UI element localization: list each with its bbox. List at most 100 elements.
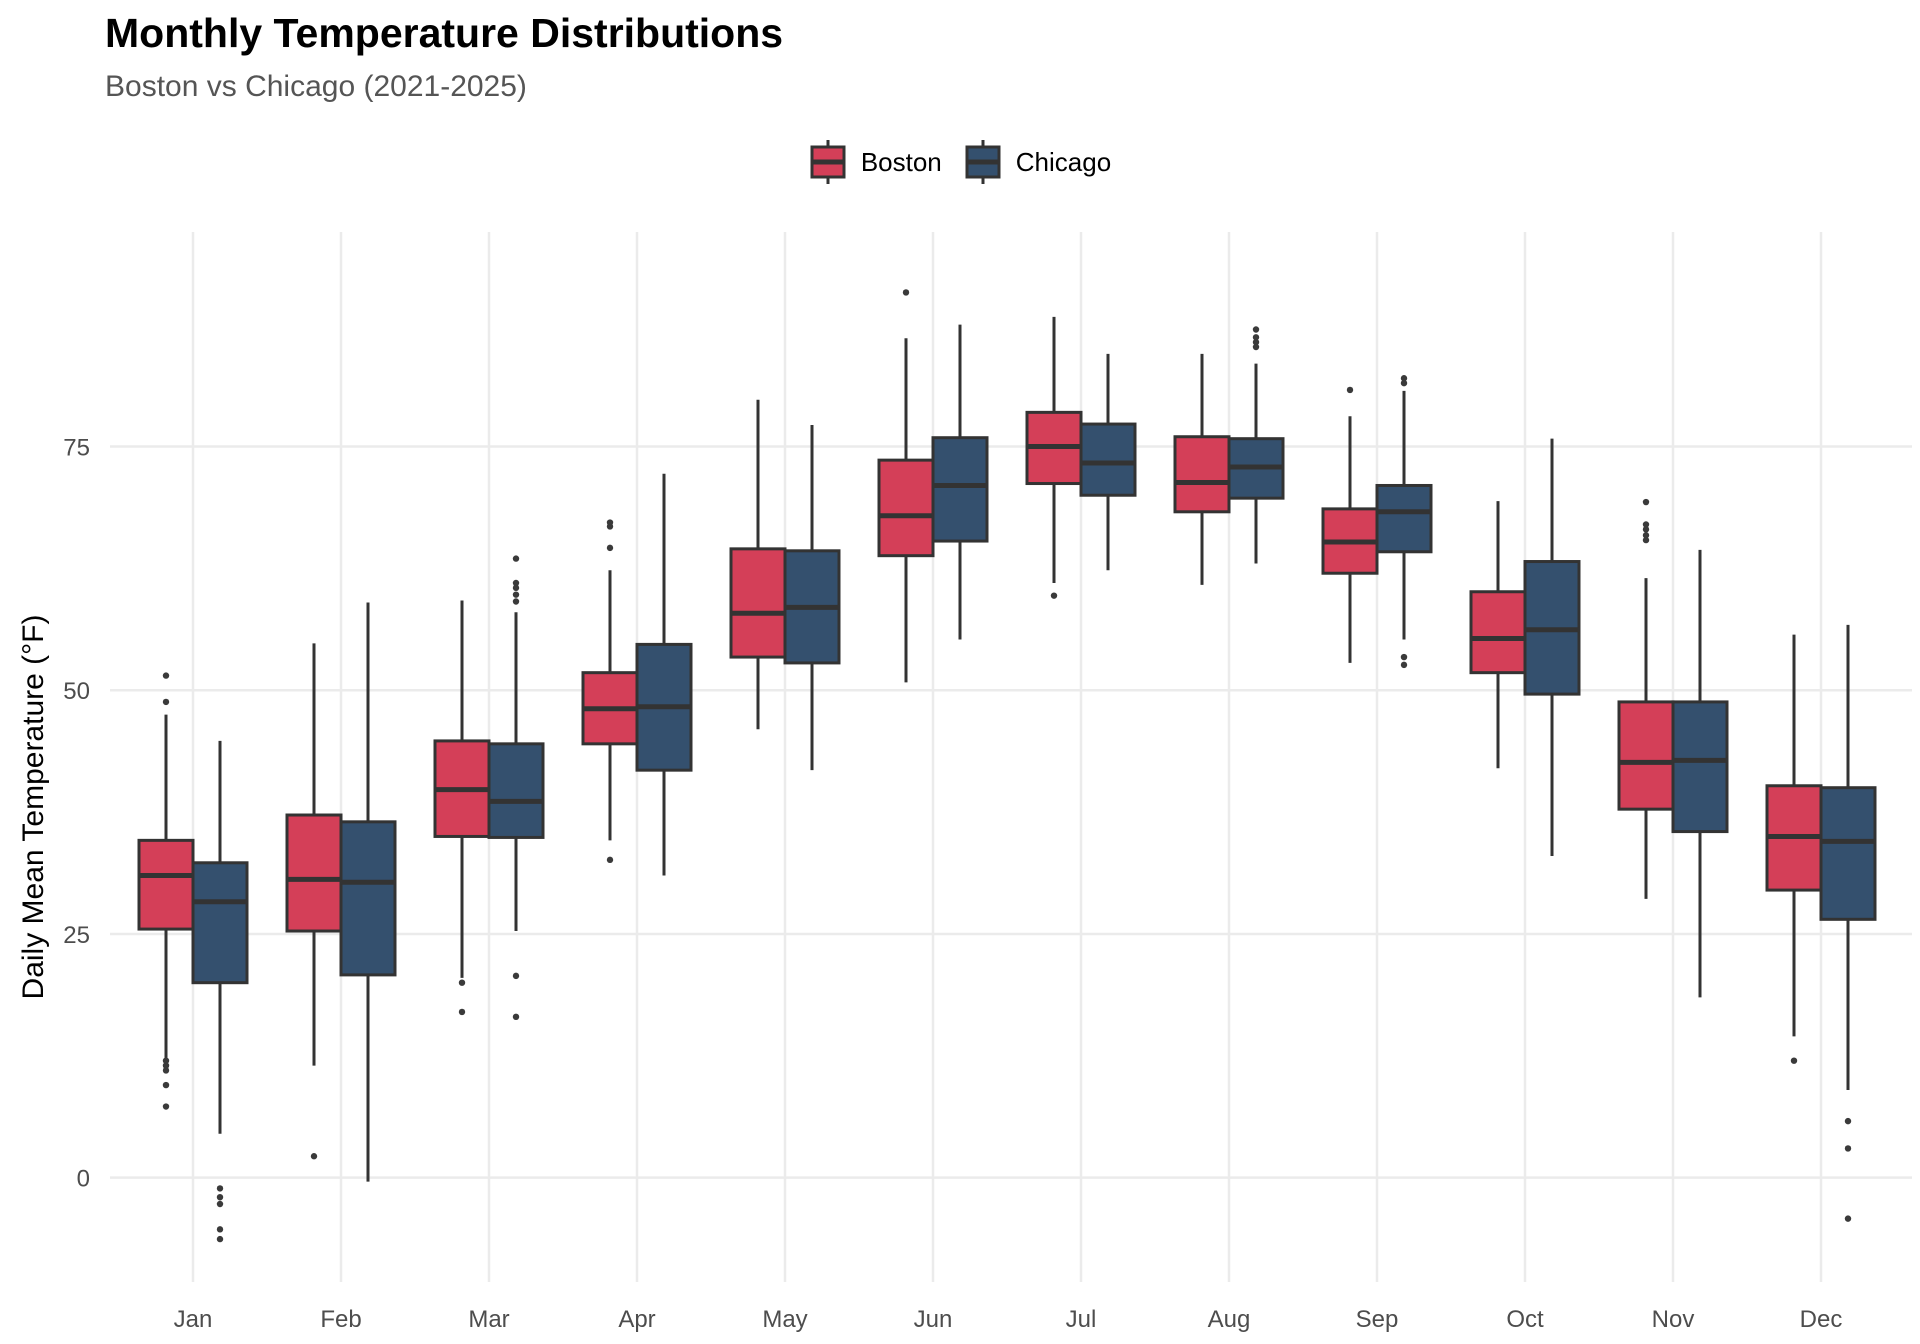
- outlier-point: [1642, 521, 1650, 528]
- iqr-box: [1819, 786, 1877, 921]
- iqr-box: [877, 458, 935, 558]
- outlier-point: [902, 289, 910, 296]
- box-boston-may: [729, 399, 787, 730]
- x-tick-label: Jul: [1066, 1306, 1097, 1333]
- iqr-box: [1079, 422, 1137, 497]
- outlier-point: [162, 1067, 170, 1074]
- box-chicago-feb: [339, 602, 397, 1182]
- outlier-point: [1642, 532, 1650, 539]
- y-axis-label: Daily Mean Temperature (°F): [17, 615, 50, 1000]
- box-boston-sep: [1321, 386, 1379, 663]
- outlier-point: [512, 1013, 520, 1021]
- outlier-point: [310, 1153, 318, 1160]
- iqr-box: [487, 742, 545, 839]
- iqr-box: [137, 838, 195, 931]
- box-chicago-nov: [1671, 549, 1729, 998]
- chart-subtitle: Boston vs Chicago (2021-2025): [105, 70, 527, 103]
- outlier-point: [512, 591, 520, 598]
- box-boston-jan: [137, 672, 195, 1110]
- x-tick-label: Nov: [1652, 1306, 1695, 1333]
- box-chicago-jul: [1079, 353, 1137, 571]
- outlier-point: [1400, 375, 1408, 382]
- outlier-point: [606, 523, 614, 530]
- box-chicago-jun: [931, 324, 989, 640]
- outlier-point: [162, 1062, 170, 1069]
- x-tick-label: Apr: [618, 1306, 655, 1333]
- iqr-box: [931, 436, 989, 543]
- box-chicago-may: [783, 425, 841, 771]
- iqr-box: [1671, 700, 1729, 834]
- box-chicago-sep: [1375, 375, 1433, 669]
- outlier-point: [512, 972, 520, 980]
- chart-title: Monthly Temperature Distributions: [105, 10, 784, 56]
- iqr-box: [339, 820, 397, 977]
- box-chicago-mar: [487, 555, 545, 1021]
- outlier-point: [1252, 343, 1260, 351]
- iqr-box: [285, 813, 343, 933]
- outlier-point: [512, 579, 520, 587]
- iqr-box: [1469, 590, 1527, 675]
- outlier-point: [162, 672, 170, 679]
- iqr-box: [1375, 483, 1433, 554]
- outlier-point: [1346, 386, 1354, 394]
- outlier-point: [162, 1057, 170, 1064]
- box-boston-aug: [1173, 353, 1231, 585]
- box-chicago-jan: [191, 740, 249, 1243]
- outlier-point: [1790, 1057, 1798, 1064]
- box-chicago-oct: [1523, 438, 1581, 856]
- x-tick-label: May: [762, 1306, 807, 1333]
- outlier-point: [1642, 536, 1650, 544]
- iqr-box: [191, 861, 249, 985]
- legend-item-boston: Boston: [809, 140, 942, 184]
- outlier-point: [216, 1193, 224, 1201]
- x-tick-label: Jan: [174, 1306, 213, 1333]
- outlier-point: [216, 1226, 224, 1233]
- y-tick-label: 0: [77, 1166, 90, 1193]
- outlier-point: [1252, 326, 1260, 333]
- outlier-point: [1642, 526, 1650, 533]
- outlier-point: [1400, 379, 1408, 387]
- outlier-point: [1642, 498, 1650, 506]
- outlier-point: [606, 856, 614, 864]
- outlier-point: [162, 1081, 170, 1089]
- legend-key-boston: [810, 140, 846, 184]
- outlier-point: [1400, 661, 1408, 669]
- outlier-point: [1050, 592, 1058, 599]
- x-tick-label: Dec: [1800, 1306, 1843, 1333]
- outlier-point: [458, 979, 466, 986]
- x-tick-label: Sep: [1356, 1306, 1399, 1333]
- box-boston-jul: [1025, 316, 1083, 599]
- outlier-point: [1400, 653, 1408, 661]
- box-chicago-dec: [1819, 624, 1877, 1222]
- box-chicago-apr: [635, 473, 693, 876]
- outlier-point: [216, 1200, 224, 1208]
- legend-label-chicago: Chicago: [1015, 146, 1112, 177]
- box-boston-feb: [285, 643, 343, 1160]
- iqr-box: [1617, 700, 1675, 811]
- outlier-point: [606, 544, 614, 552]
- box-boston-jun: [877, 289, 935, 683]
- outlier-point: [1844, 1117, 1852, 1125]
- x-tick-label: Mar: [468, 1306, 509, 1333]
- outlier-point: [162, 698, 170, 706]
- outlier-point: [1252, 334, 1260, 341]
- legend: Boston Chicago: [0, 140, 1920, 184]
- outlier-point: [216, 1235, 224, 1243]
- box-boston-oct: [1469, 501, 1527, 769]
- x-tick-label: Jun: [914, 1306, 953, 1333]
- outlier-point: [1252, 338, 1260, 346]
- legend-key-chicago: [965, 140, 1001, 184]
- y-tick-label: 50: [63, 678, 90, 705]
- iqr-box: [1173, 435, 1231, 514]
- outlier-point: [512, 555, 520, 562]
- outlier-point: [216, 1185, 224, 1192]
- box-chicago-aug: [1227, 326, 1285, 564]
- box-boston-mar: [433, 600, 491, 1016]
- outlier-point: [512, 584, 520, 592]
- x-tick-label: Aug: [1208, 1306, 1251, 1333]
- box-boston-dec: [1765, 634, 1823, 1064]
- outlier-point: [162, 1103, 170, 1110]
- iqr-box: [729, 547, 787, 659]
- outlier-point: [512, 598, 520, 605]
